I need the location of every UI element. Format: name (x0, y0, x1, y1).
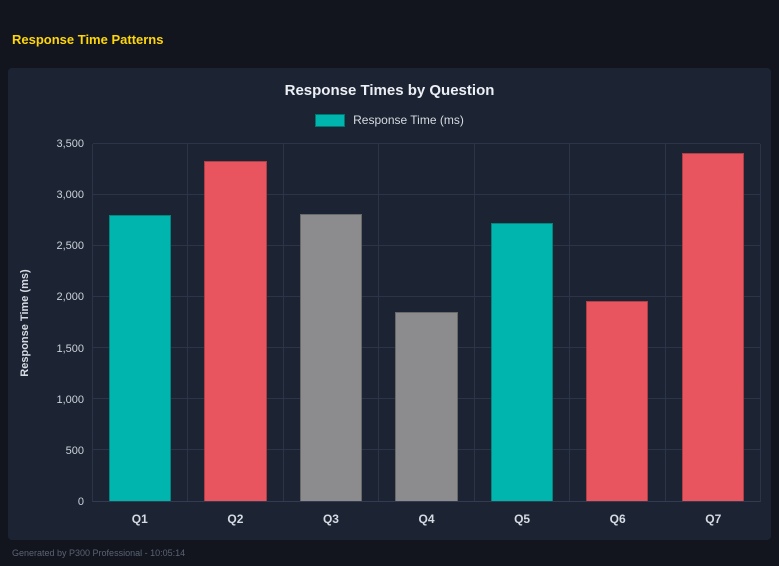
bar-cell-q1 (93, 144, 187, 501)
y-tick-label: 2,500 (56, 240, 84, 253)
page-header: Response Time Patterns (0, 0, 779, 62)
gridline (93, 143, 760, 144)
bar-cell-q6 (569, 144, 664, 501)
gridline (93, 296, 760, 297)
y-tick-label: 0 (77, 496, 84, 508)
chart-title: Response Times by Question (284, 82, 495, 99)
bar-cell-q7 (664, 144, 760, 501)
y-tick-label: 1,500 (56, 342, 84, 355)
x-tick-label-q5: Q5 (514, 512, 531, 526)
chart-panel: Response Times by Question Response Time… (8, 68, 771, 540)
bar-cell-q3 (282, 144, 378, 501)
y-axis-ticks: 0 500 1,000 1,500 2,000 2,500 3,000 3,500 (38, 138, 92, 508)
bar-q1[interactable] (109, 215, 172, 501)
y-tick-label: 2,000 (56, 291, 84, 304)
bar-cell-q2 (187, 144, 282, 501)
legend-swatch (315, 113, 346, 127)
x-tick-label-q3: Q3 (322, 512, 339, 526)
x-axis-labels: Q1 Q2 Q3 Q4 Q5 Q6 Q7 (92, 512, 761, 526)
gridline (93, 194, 760, 195)
page-title: Response Time Patterns (12, 32, 164, 47)
bar-cell-q5 (473, 144, 569, 501)
plot-area (92, 143, 761, 502)
y-axis-title: Response Time (ms) (19, 269, 31, 377)
y-tick-label: 3,500 (56, 138, 84, 150)
bar-q4[interactable] (395, 312, 458, 501)
chart-legend: Response Time (ms) (8, 112, 771, 128)
x-tick-label-q7: Q7 (705, 512, 722, 526)
legend-label: Response Time (ms) (353, 113, 464, 127)
bar-q5[interactable] (490, 222, 554, 501)
footer-text: Generated by P300 Professional - 10:05:1… (12, 548, 186, 558)
bar-q3[interactable] (299, 214, 363, 501)
gridline (93, 245, 760, 246)
bar-cell-q4 (378, 144, 473, 501)
page-footer: Generated by P300 Professional - 10:05:1… (0, 540, 779, 558)
x-tick-label-q6: Q6 (609, 512, 626, 526)
x-tick-label-q1: Q1 (131, 512, 148, 526)
bar-q7[interactable] (681, 153, 744, 501)
y-tick-label: 3,000 (56, 189, 84, 202)
bar-q6[interactable] (586, 301, 649, 501)
chart-body: Response Time (ms) 0 500 1,000 1,500 2,000 2,… (8, 138, 771, 508)
legend-item-response-time[interactable]: Response Time (ms) (315, 113, 464, 127)
x-tick-label-q2: Q2 (227, 512, 244, 526)
bar-q2[interactable] (204, 161, 267, 501)
y-tick-label: 500 (65, 444, 84, 457)
y-tick-label: 1,000 (56, 393, 84, 406)
x-tick-label-q4: Q4 (418, 512, 435, 526)
